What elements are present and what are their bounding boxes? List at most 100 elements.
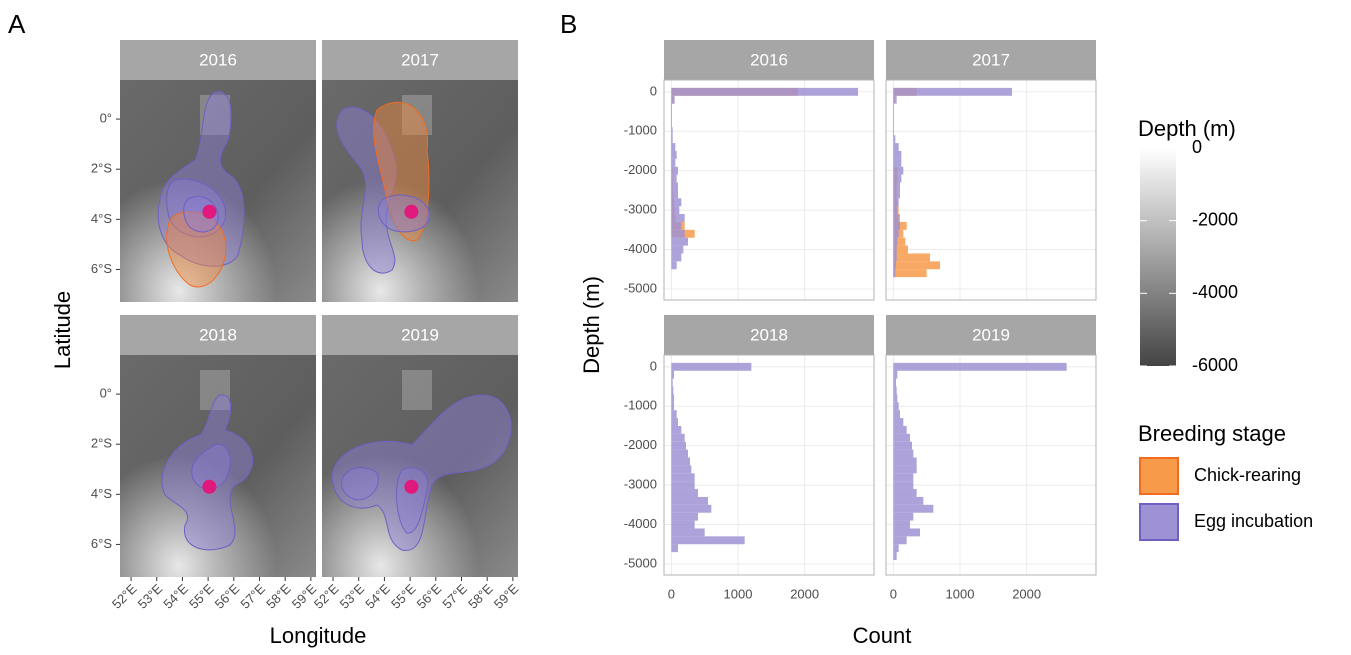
facet-title: 2017 bbox=[401, 50, 439, 69]
histogram-bar bbox=[893, 269, 926, 277]
x-tick-label: 1000 bbox=[724, 586, 753, 601]
histogram-bar bbox=[893, 434, 910, 442]
facet-title: 2016 bbox=[750, 50, 788, 69]
x-tick-label: 1000 bbox=[946, 586, 975, 601]
histogram-bar bbox=[893, 269, 895, 277]
histogram-bar bbox=[671, 481, 694, 489]
histogram-bar bbox=[671, 521, 694, 529]
x-tick-label: 53°E bbox=[135, 581, 166, 612]
histogram-bar bbox=[671, 159, 675, 167]
histogram-bar bbox=[893, 450, 913, 458]
histogram-bar bbox=[671, 96, 674, 104]
histogram-bar bbox=[671, 465, 691, 473]
histogram-bar bbox=[893, 497, 923, 505]
y-tick-label: 0° bbox=[100, 386, 112, 401]
histogram-bar bbox=[671, 513, 698, 521]
histogram-bar bbox=[671, 394, 674, 402]
x-tick-label: 2000 bbox=[790, 586, 819, 601]
histogram-bar bbox=[893, 418, 903, 426]
histogram-bar bbox=[893, 159, 901, 167]
facet-title: 2018 bbox=[199, 325, 237, 344]
figure: A B Longitude Latitude Count Depth (m) D… bbox=[0, 0, 1351, 650]
histogram-bar bbox=[671, 175, 676, 183]
histogram-bar bbox=[671, 410, 676, 418]
histogram-bar bbox=[671, 190, 678, 198]
legend-label: Chick-rearing bbox=[1194, 465, 1301, 485]
histogram-bar bbox=[671, 143, 675, 151]
histogram-bar bbox=[893, 528, 920, 536]
histogram-bar bbox=[671, 528, 704, 536]
histogram-bar bbox=[893, 505, 933, 513]
histogram-bar bbox=[671, 119, 672, 127]
panel-label: A bbox=[8, 9, 26, 39]
histogram-bar bbox=[893, 135, 895, 143]
x-tick-label: 0 bbox=[668, 586, 675, 601]
x-tick-label: 0 bbox=[890, 586, 897, 601]
x-axis-title: Longitude bbox=[270, 623, 367, 648]
x-tick-label: 54°E bbox=[160, 581, 191, 612]
histogram-bar bbox=[671, 371, 674, 379]
histogram-bar bbox=[893, 394, 897, 402]
histogram-bar bbox=[893, 127, 894, 135]
histogram-bar bbox=[893, 143, 898, 151]
histogram-bar bbox=[893, 183, 900, 191]
facet-title: 2017 bbox=[972, 50, 1010, 69]
histogram-bar bbox=[671, 104, 672, 112]
plot-background bbox=[886, 355, 1096, 575]
y-tick-label: -3000 bbox=[624, 202, 657, 217]
x-tick-label: 58°E bbox=[465, 581, 496, 612]
x-tick-label: 2000 bbox=[1012, 586, 1041, 601]
y-tick-label: -4000 bbox=[624, 241, 657, 256]
histogram-bar bbox=[671, 418, 678, 426]
histogram-bar bbox=[893, 88, 1012, 96]
y-tick-label: -2000 bbox=[624, 162, 657, 177]
histogram-bar bbox=[893, 544, 898, 552]
histogram-bar bbox=[893, 481, 913, 489]
histogram-bar bbox=[893, 151, 901, 159]
x-tick-label: 53°E bbox=[337, 581, 368, 612]
histogram-bar bbox=[671, 214, 684, 222]
histogram-bar bbox=[671, 497, 708, 505]
x-tick-label: 56°E bbox=[212, 581, 243, 612]
y-tick-label: 0 bbox=[650, 83, 657, 98]
colony bbox=[202, 205, 216, 219]
x-tick-label: 58°E bbox=[263, 581, 294, 612]
histogram-bar bbox=[671, 246, 683, 254]
y-tick-label: -2000 bbox=[624, 437, 657, 452]
colorbar-title: Depth (m) bbox=[1138, 116, 1236, 141]
colorbar bbox=[1140, 148, 1176, 366]
histogram-bar bbox=[671, 230, 684, 238]
y-tick-label: 0° bbox=[100, 111, 112, 126]
y-axis-title: Latitude bbox=[50, 291, 75, 369]
histogram-bar bbox=[671, 198, 681, 206]
histogram-bar bbox=[893, 175, 901, 183]
facet-title: 2018 bbox=[750, 325, 788, 344]
histogram-bar bbox=[671, 135, 672, 143]
y-tick-label: 0 bbox=[650, 358, 657, 373]
y-tick-label: -4000 bbox=[624, 516, 657, 531]
y-tick-label: 6°S bbox=[91, 261, 112, 276]
histogram-bar bbox=[893, 119, 894, 127]
legend-label: Egg incubation bbox=[1194, 511, 1313, 531]
colony bbox=[404, 205, 418, 219]
legend-key bbox=[1140, 504, 1178, 540]
histogram-bar bbox=[671, 450, 688, 458]
colorbar-label: -6000 bbox=[1192, 355, 1238, 375]
histogram-bar bbox=[671, 442, 686, 450]
plot-background bbox=[664, 80, 874, 300]
histogram-bar bbox=[893, 261, 896, 269]
histogram-bar bbox=[893, 206, 897, 214]
x-tick-label: 55°E bbox=[388, 581, 419, 612]
y-tick-label: -1000 bbox=[624, 398, 657, 413]
histogram-bar bbox=[893, 253, 930, 261]
histogram-bar bbox=[893, 363, 1066, 371]
facet-title: 2016 bbox=[199, 50, 237, 69]
histogram-bar bbox=[893, 371, 897, 379]
map-islands bbox=[402, 370, 432, 410]
histogram-bar bbox=[671, 434, 684, 442]
x-tick-label: 52°E bbox=[109, 581, 140, 612]
histogram-bar bbox=[671, 183, 678, 191]
histogram-bar bbox=[893, 513, 913, 521]
legend-key bbox=[1140, 458, 1178, 494]
histogram-bar bbox=[671, 387, 673, 395]
